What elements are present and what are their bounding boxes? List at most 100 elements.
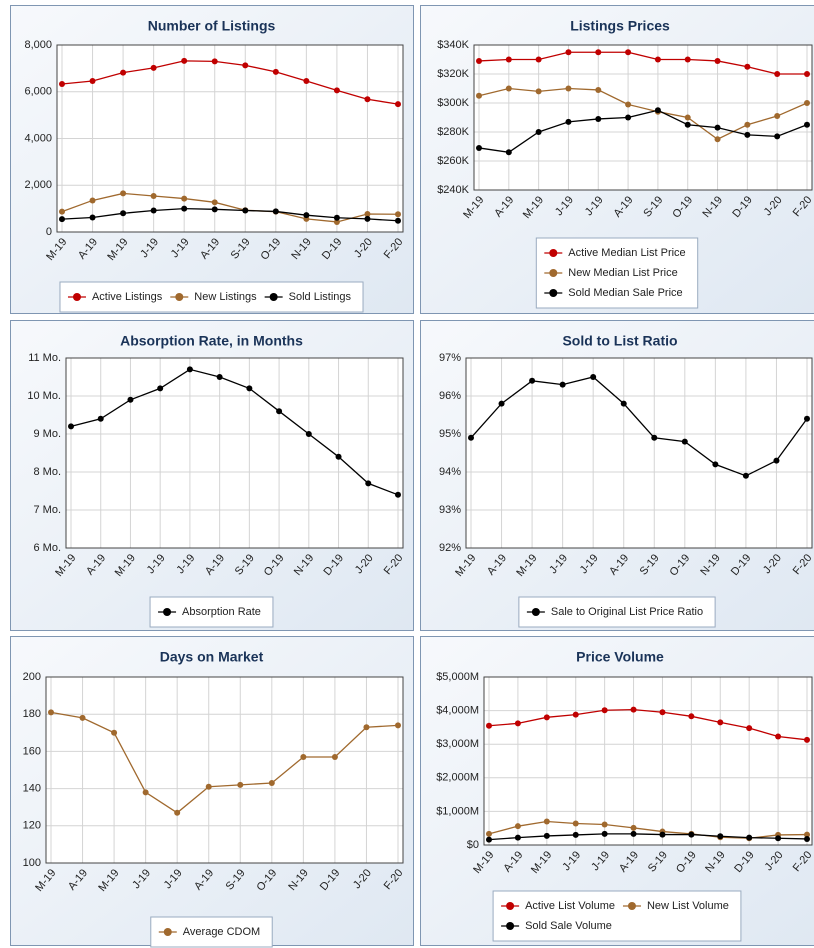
data-point (684, 121, 691, 128)
data-point (395, 101, 401, 108)
series-line (61, 60, 399, 105)
legend-label: Active Median List Price (568, 247, 685, 259)
data-point (142, 789, 149, 796)
data-point (476, 57, 482, 64)
data-point (773, 457, 780, 464)
data-point (744, 131, 751, 138)
y-tick-label: 2,000 (24, 179, 52, 191)
data-point (120, 210, 127, 217)
plot-area (466, 358, 812, 548)
data-point (804, 736, 810, 743)
data-point (543, 832, 550, 839)
legend-box (518, 596, 716, 628)
legend-marker (175, 293, 184, 301)
y-tick-label: 92% (439, 542, 461, 554)
data-point (468, 434, 474, 441)
data-point (216, 374, 223, 380)
legend-marker (531, 608, 540, 616)
data-point (681, 438, 688, 445)
y-tick-label: $5,000M (436, 671, 479, 683)
data-point (654, 56, 661, 63)
y-tick-label: 6 Mo. (33, 542, 61, 554)
y-tick-label: 6,000 (24, 86, 52, 98)
data-point (684, 56, 691, 63)
data-point (48, 709, 54, 716)
data-point (505, 85, 512, 92)
data-point (120, 69, 127, 76)
plot-border (473, 44, 813, 191)
data-point (804, 835, 810, 842)
y-tick-label: $340K (437, 39, 469, 51)
data-point (59, 216, 65, 223)
data-point (498, 400, 505, 407)
data-point (514, 720, 521, 727)
plot-area (474, 45, 812, 190)
data-point (744, 63, 751, 70)
data-point (505, 56, 512, 63)
y-tick-label: 120 (23, 820, 41, 832)
data-point (476, 144, 482, 151)
y-tick-label: 140 (23, 783, 41, 795)
y-tick-label: 94% (439, 466, 461, 478)
data-point (654, 107, 661, 114)
y-tick-label: 96% (439, 390, 461, 402)
data-point (775, 835, 782, 842)
data-point (714, 136, 721, 143)
series-line (70, 368, 399, 496)
data-point (242, 207, 249, 214)
data-point (684, 114, 691, 121)
data-point (712, 461, 719, 468)
data-point (774, 133, 781, 140)
data-point (601, 830, 608, 837)
data-point (127, 396, 134, 403)
data-point (775, 733, 782, 740)
data-point (529, 377, 536, 384)
data-point (625, 49, 632, 56)
y-tick-label: $300K (437, 97, 469, 109)
y-tick-label: 97% (439, 352, 461, 364)
legend-label: Sold Sale Volume (525, 920, 612, 932)
plot-area (66, 358, 403, 548)
data-point (744, 121, 751, 128)
data-point (559, 381, 566, 388)
y-tick-label: $240K (437, 184, 469, 196)
data-point (174, 809, 181, 816)
data-point (59, 81, 65, 88)
data-point (395, 217, 401, 224)
y-tick-label: 11 Mo. (28, 352, 61, 364)
data-point (97, 415, 104, 422)
data-point (595, 86, 602, 93)
y-tick-label: 180 (23, 708, 41, 720)
legend-label: New Listings (194, 291, 257, 303)
data-point (211, 58, 218, 65)
data-point (659, 831, 666, 838)
legend-box (59, 281, 364, 313)
y-tick-label: 8,000 (24, 39, 52, 51)
data-point (79, 714, 86, 721)
chart-title: Absorption Rate, in Months (120, 333, 303, 349)
chart-title: Number of Listings (148, 18, 276, 34)
data-point (804, 415, 810, 422)
y-tick-label: $260K (437, 155, 469, 167)
plot-border (56, 44, 404, 233)
data-point (211, 199, 218, 206)
data-point (364, 96, 371, 103)
data-point (572, 831, 579, 838)
y-tick-label: 93% (439, 504, 461, 516)
data-point (246, 385, 253, 392)
legend-label: Average CDOM (183, 926, 260, 938)
data-point (565, 49, 572, 56)
data-point (630, 824, 637, 831)
series-line (488, 833, 808, 841)
data-point (543, 714, 550, 721)
data-point (535, 56, 542, 63)
data-point (572, 820, 579, 827)
legend-box (535, 237, 699, 309)
data-point (688, 713, 695, 720)
y-tick-label: 10 Mo. (27, 390, 61, 402)
legend-marker (549, 269, 558, 277)
data-point (717, 833, 724, 840)
y-tick-label: $320K (437, 68, 469, 80)
data-point (331, 753, 338, 760)
series-line (488, 708, 808, 741)
